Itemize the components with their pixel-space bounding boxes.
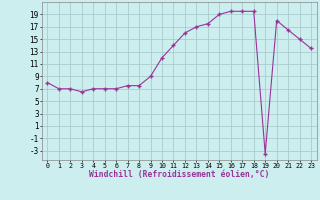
X-axis label: Windchill (Refroidissement éolien,°C): Windchill (Refroidissement éolien,°C) (89, 170, 269, 179)
